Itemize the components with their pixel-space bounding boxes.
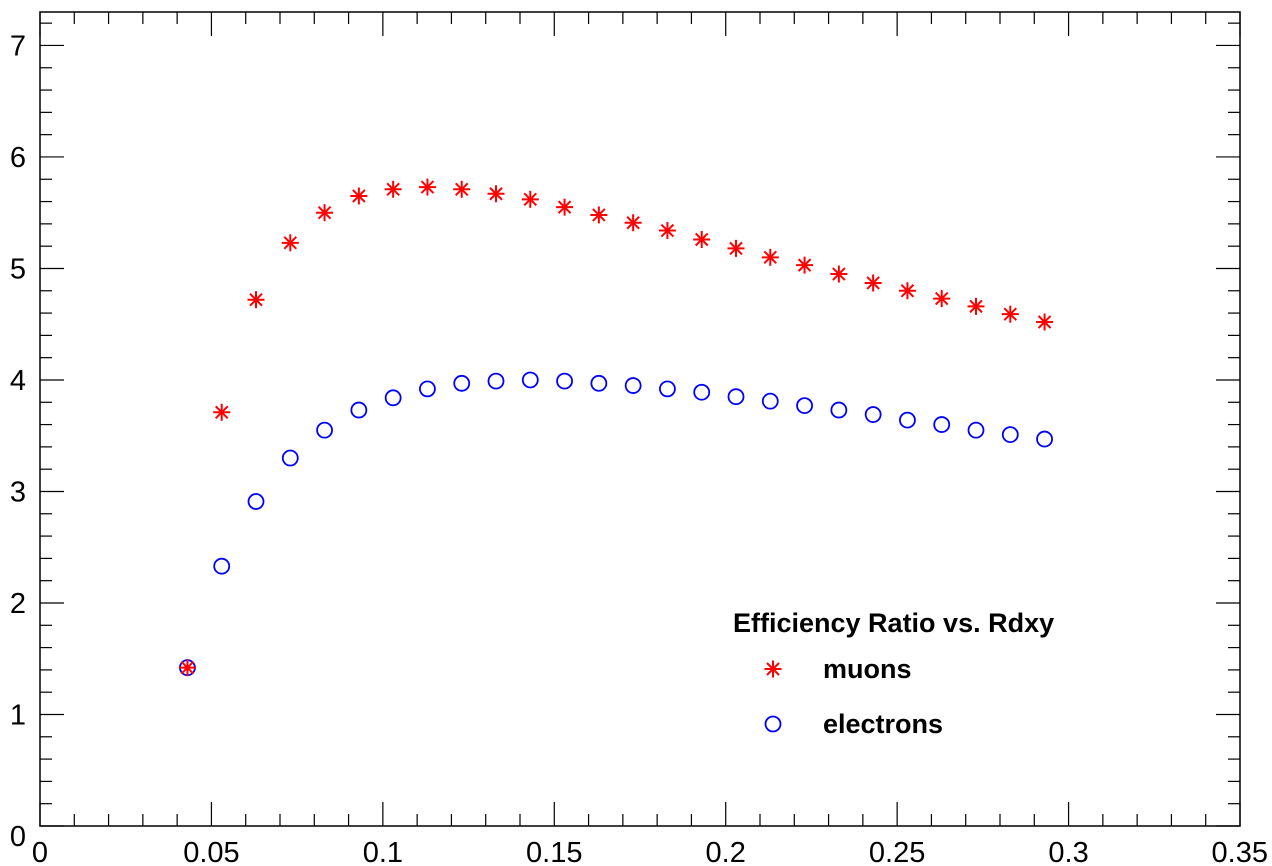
y-tick-label: 3 (10, 476, 26, 508)
electrons-point (384, 389, 402, 407)
electrons-point (487, 372, 505, 390)
electrons-point (761, 392, 779, 410)
muons-point (693, 230, 711, 248)
x-tick-label: 0.3 (1048, 837, 1088, 866)
electrons-point (1036, 430, 1053, 448)
x-tick-label: 0.2 (706, 837, 746, 866)
x-tick-label: 0.15 (526, 837, 582, 866)
muons-point (727, 239, 745, 257)
series-muons (178, 178, 1054, 677)
muons-point (281, 234, 299, 252)
muons-point (658, 222, 676, 240)
legend-label-electrons: electrons (823, 709, 943, 739)
y-tick-label: 0 (10, 821, 26, 853)
muons-point (761, 248, 779, 266)
muons-point (521, 190, 539, 208)
y-tick-label: 6 (10, 142, 26, 174)
muons-point (453, 180, 471, 198)
muons-point (1001, 305, 1019, 323)
legend-label-muons: muons (823, 654, 912, 684)
muons-point (556, 198, 574, 216)
muons-point (933, 290, 951, 308)
electrons-point (864, 406, 882, 423)
muons-point (384, 180, 402, 198)
muons-point (864, 274, 882, 292)
series-layer (178, 178, 1054, 677)
legend-title: Efficiency Ratio vs. Rdxy (733, 608, 1054, 638)
electrons-point (899, 411, 916, 429)
series-electrons (179, 371, 1053, 677)
axis-ticks (39, 12, 1241, 827)
legend-entries: muons electrons (764, 654, 943, 739)
muons-point (316, 204, 334, 222)
x-tick-label: 0 (32, 837, 48, 866)
electrons-point (419, 380, 436, 398)
legend: Efficiency Ratio vs. Rdxy muons electrons (733, 608, 1054, 739)
muons-point (487, 185, 505, 203)
tick-labels: 0 0.05 0.1 0.15 0.2 0.25 0.3 0.35 0 1 2 3 4 5 6 7 (10, 30, 1268, 866)
electrons-point (933, 416, 951, 433)
x-tick-label: 0.25 (869, 837, 925, 866)
electrons-point (521, 371, 539, 389)
y-tick-label: 2 (10, 588, 26, 620)
electrons-point (350, 401, 368, 419)
plot-border (39, 11, 1241, 827)
electrons-point (693, 383, 711, 401)
electrons-point (316, 421, 333, 439)
y-tick-label: 5 (10, 253, 26, 285)
electrons-point (1001, 426, 1019, 444)
y-tick-label: 4 (10, 365, 26, 397)
electrons-point (556, 372, 573, 390)
y-tick-label: 7 (10, 30, 26, 62)
muons-point (898, 282, 916, 300)
electrons-point (281, 449, 299, 467)
electrons-point (247, 493, 265, 510)
electrons-point (590, 374, 608, 392)
x-tick-label: 0.35 (1212, 837, 1268, 866)
x-tick-label: 0.05 (183, 837, 239, 866)
electrons-point (453, 374, 471, 392)
muons-point (418, 178, 436, 196)
muons-point (247, 291, 265, 309)
electrons-point (727, 388, 745, 406)
electrons-point (796, 397, 813, 415)
x-tick-label: 0.1 (363, 837, 403, 866)
electrons-point (659, 380, 676, 398)
plot-frame (39, 11, 1241, 827)
electrons-point (213, 557, 231, 575)
legend-marker-muons (764, 660, 782, 678)
muons-point (178, 659, 196, 677)
muons-point (624, 214, 642, 232)
muons-point (213, 403, 231, 421)
electrons-point (967, 421, 985, 439)
electrons-point (830, 401, 848, 419)
muons-point (350, 187, 368, 205)
muons-point (590, 206, 608, 224)
y-tick-label: 1 (10, 699, 26, 731)
muons-point (1036, 313, 1054, 331)
muons-point (830, 265, 848, 283)
muons-point (796, 256, 814, 274)
muons-point (967, 297, 985, 315)
electrons-point (624, 377, 642, 394)
legend-marker-electrons (764, 715, 782, 733)
